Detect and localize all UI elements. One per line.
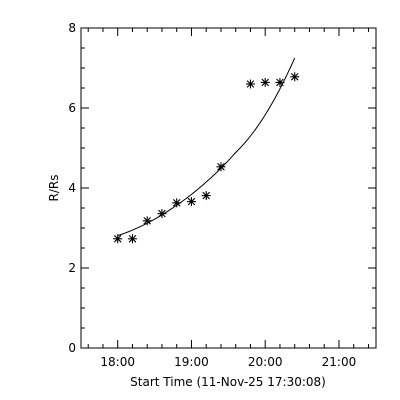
data-point xyxy=(113,234,123,244)
x-tick-label: 19:00 xyxy=(174,355,209,369)
x-tick-labels: 18:00 19:00 20:00 21:00 xyxy=(100,355,356,369)
data-point xyxy=(127,234,137,244)
y-tick-label: 6 xyxy=(68,101,76,115)
data-point xyxy=(260,77,270,87)
x-tick-label: 20:00 xyxy=(248,355,283,369)
y-axis-label: R/Rs xyxy=(47,175,61,202)
data-point xyxy=(201,191,211,201)
y-tick-label: 8 xyxy=(68,21,76,35)
data-point xyxy=(216,162,226,172)
y-tick-label: 0 xyxy=(68,341,76,355)
data-point xyxy=(157,209,167,219)
x-axis-label: Start Time (11-Nov-25 17:30:08) xyxy=(130,375,326,389)
data-point xyxy=(142,216,152,226)
data-point xyxy=(290,72,300,82)
x-tick-label: 21:00 xyxy=(322,355,357,369)
data-point xyxy=(186,197,196,207)
data-points xyxy=(113,72,300,244)
axis-ticks xyxy=(81,27,376,349)
plot-frame xyxy=(80,27,377,349)
y-tick-label: 4 xyxy=(68,181,76,195)
y-tick-labels: 0 2 4 6 8 xyxy=(68,21,76,355)
data-point xyxy=(172,198,182,208)
data-point xyxy=(275,77,285,87)
data-point xyxy=(245,79,255,89)
y-tick-label: 2 xyxy=(68,261,76,275)
x-tick-label: 18:00 xyxy=(100,355,135,369)
